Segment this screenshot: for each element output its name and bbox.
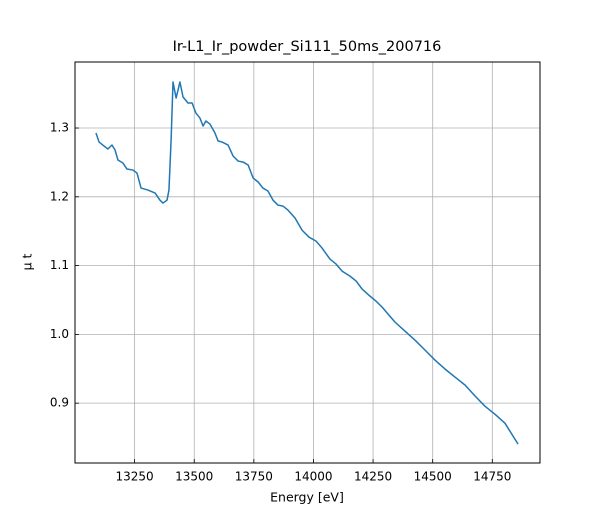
y-tick-label: 1.3	[50, 121, 69, 135]
y-axis-label: μ t	[20, 253, 35, 270]
y-tick-label: 1.0	[50, 327, 69, 341]
x-tick-label: 14000	[294, 470, 332, 484]
x-tick-label: 14250	[354, 470, 392, 484]
y-tick-label: 1.1	[50, 258, 69, 272]
x-tick-label: 13500	[175, 470, 213, 484]
data-line	[95, 81, 519, 445]
x-tick-label: 13250	[116, 470, 154, 484]
plot-frame	[74, 61, 541, 464]
x-tick-label: 13750	[235, 470, 273, 484]
chart-title: Ir-L1_Ir_powder_Si111_50ms_200716	[173, 39, 442, 55]
y-tick-label: 0.9	[50, 396, 69, 410]
x-tick-label: 14750	[473, 470, 511, 484]
x-tick-label: 14500	[414, 470, 452, 484]
x-axis-label: Energy [eV]	[270, 490, 344, 505]
y-tick-label: 1.2	[50, 189, 69, 203]
